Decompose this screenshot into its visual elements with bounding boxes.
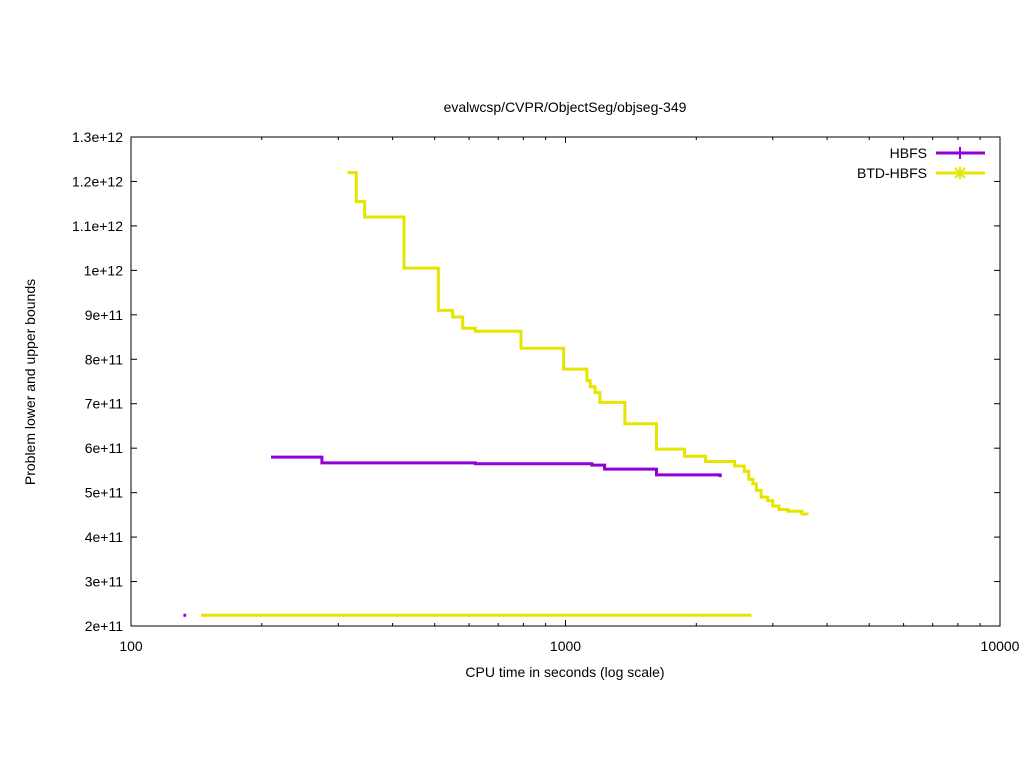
chart-title: evalwcsp/CVPR/ObjectSeg/objseg-349: [444, 99, 687, 115]
legend-marker: [954, 147, 966, 159]
y-tick-label: 6e+11: [85, 440, 123, 456]
y-axis-label: Problem lower and upper bounds: [22, 279, 38, 485]
x-tick-label: 1000: [550, 638, 581, 654]
y-tick-label: 4e+11: [85, 529, 123, 545]
legend: HBFS BTD-HBFS: [857, 145, 985, 181]
plot-frame: [130, 136, 1001, 627]
y-tick-label: 7e+11: [85, 396, 123, 412]
series-layer: [183, 171, 809, 617]
y-axis: 2e+11 3e+11 4e+11 5e+11 6e+11 7e+11 8e+11 9e+11…: [72, 129, 1000, 634]
x-axis: 100 1000 10000: [119, 137, 1020, 654]
series-line-hbfs-upper: [271, 455, 722, 478]
y-tick-label: 9e+11: [85, 307, 123, 323]
y-tick-label: 1.1e+12: [72, 218, 123, 234]
x-axis-label: CPU time in seconds (log scale): [465, 664, 664, 680]
legend-marker: [954, 167, 966, 179]
series-line-btd-hbfs-upper: [347, 171, 809, 516]
x-tick-label: 10000: [981, 638, 1020, 654]
y-tick-label: 3e+11: [85, 574, 123, 590]
legend-label: HBFS: [890, 145, 927, 161]
x-tick-label: 100: [119, 638, 143, 654]
y-tick-label: 1e+12: [84, 262, 124, 278]
y-tick-label: 8e+11: [85, 351, 123, 367]
y-tick-label: 1.3e+12: [72, 129, 123, 145]
y-tick-label: 5e+11: [85, 485, 123, 501]
y-tick-label: 1.2e+12: [72, 173, 123, 189]
legend-label: BTD-HBFS: [857, 165, 927, 181]
y-tick-label: 2e+11: [85, 618, 123, 634]
